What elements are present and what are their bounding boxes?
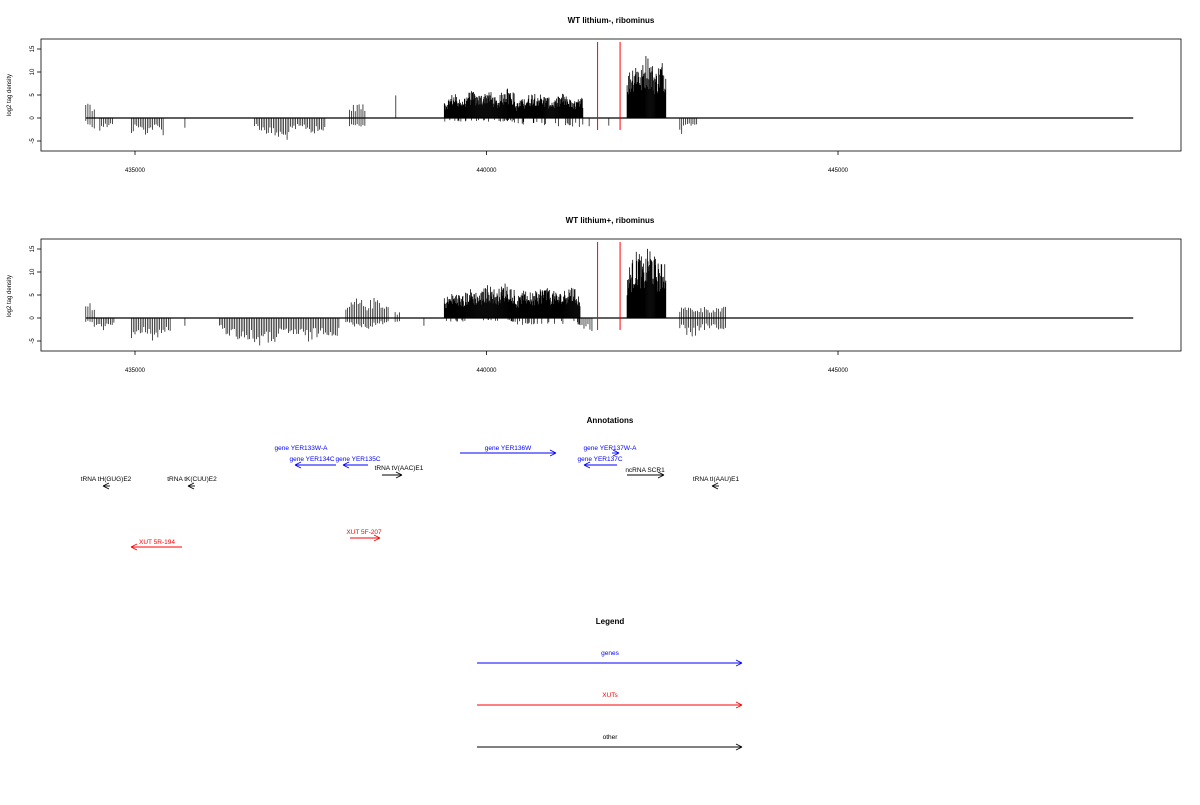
x-tick-label: 445000	[828, 168, 849, 174]
annotation-label: tRNA tK(CUU)E2	[167, 476, 217, 483]
legend-items: genes XUTs other	[477, 650, 743, 751]
annotation-label: gene YER137C	[577, 456, 622, 463]
annotation-label: gene YER137W-A	[584, 445, 638, 452]
annotation-arrow	[342, 461, 368, 469]
x-tick-label: 445000	[828, 368, 849, 374]
legend-arrow	[477, 659, 743, 667]
annotations-title: Annotations	[587, 416, 634, 425]
annotation-label: tRNA tI(AAU)E1	[693, 476, 740, 483]
annotation-label: tRNA tH(GUG)E2	[81, 476, 132, 483]
y-tick-label: 15	[30, 45, 36, 52]
chart-panel-lithium-plus: WT lithium+, ribominus log2 tag density …	[7, 216, 1182, 374]
annotation-label: gene YER135C	[335, 456, 380, 463]
y-tick-label: 10	[30, 268, 36, 275]
annotation-arrow	[711, 482, 719, 490]
legend-title: Legend	[596, 617, 625, 626]
plot-area: -5 0 5 10 15 435000 440000 445000	[30, 42, 1134, 174]
annotation-arrow	[187, 482, 195, 490]
annotation-label: tRNA tV(AAC)E1	[375, 465, 424, 472]
y-tick-label: -5	[30, 338, 36, 344]
y-axis-label: log2 tag density	[7, 74, 13, 116]
legend-arrow	[477, 701, 743, 709]
legend-panel: Legend genes XUTs other	[477, 617, 743, 751]
annotation-arrow	[460, 449, 557, 457]
plot-frame	[40, 238, 1182, 352]
legend-label: other	[603, 734, 619, 741]
y-tick-label: -5	[30, 138, 36, 144]
annotation-arrow	[102, 482, 110, 490]
y-tick-label: 10	[30, 68, 36, 75]
annotation-arrow	[350, 534, 381, 542]
annotation-label: gene YER136W	[485, 445, 532, 452]
annotation-arrow	[612, 449, 620, 457]
annotation-label: gene YER134C	[289, 456, 334, 463]
x-tick-label: 440000	[476, 368, 497, 374]
y-tick-label: 0	[30, 316, 36, 320]
annotation-arrow	[627, 471, 665, 479]
annotation-label: gene YER133W-A	[275, 445, 329, 452]
x-tick-label: 440000	[476, 168, 497, 174]
plot-area: -5 0 5 10 15 435000 440000 445000	[30, 242, 1134, 374]
annotation-arrow	[382, 471, 403, 479]
annotation-label: ncRNA SCR1	[625, 467, 665, 474]
chart-title: WT lithium-, ribominus	[568, 16, 655, 25]
chart-title: WT lithium+, ribominus	[566, 216, 655, 225]
x-tick-label: 435000	[125, 368, 146, 374]
y-tick-label: 15	[30, 245, 36, 252]
plot-frame	[40, 38, 1182, 152]
annotation-items: gene YER133W-A gene YER134C gene YER135C tR…	[81, 445, 740, 551]
chart-panel-lithium-minus: WT lithium-, ribominus log2 tag density …	[7, 16, 1182, 174]
y-tick-label: 5	[30, 93, 36, 97]
legend-label: XUTs	[602, 692, 618, 699]
legend-arrow	[477, 743, 743, 751]
legend-label: genes	[601, 650, 619, 657]
x-tick-label: 435000	[125, 168, 146, 174]
annotation-label: XUT 5R-194	[139, 539, 175, 546]
y-tick-label: 0	[30, 116, 36, 120]
y-tick-label: 5	[30, 293, 36, 297]
annotation-arrow	[294, 461, 336, 469]
annotation-label: XUT 5F-207	[346, 529, 382, 536]
annotation-arrow	[583, 461, 617, 469]
annotation-arrow	[130, 543, 182, 551]
y-axis-label: log2 tag density	[7, 275, 13, 317]
